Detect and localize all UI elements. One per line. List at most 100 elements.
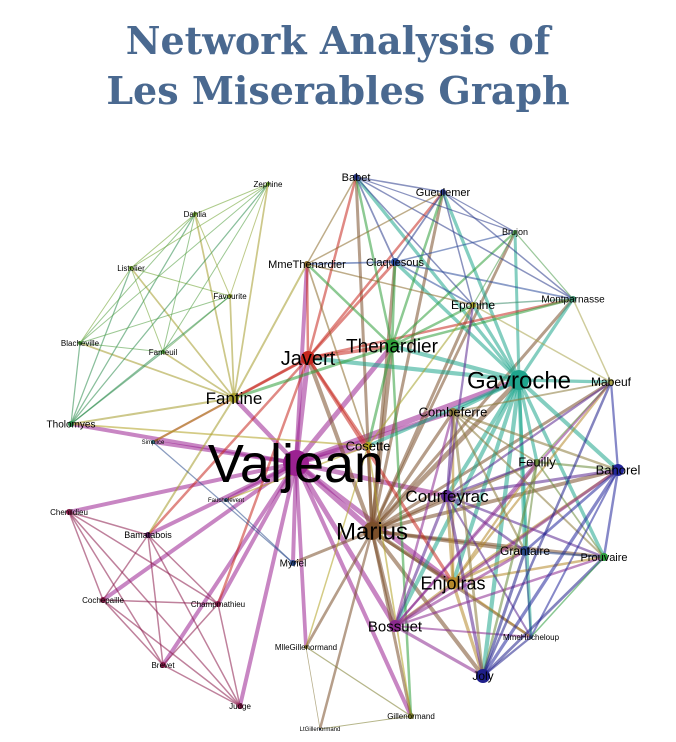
graph-edge-combeferre-joly — [451, 410, 485, 678]
graph-edge-thenardier-cosette — [366, 344, 394, 448]
graph-edge-fameuil-dahlia — [162, 213, 196, 353]
graph-label-combeferre: Combeferre — [419, 405, 488, 420]
graph-edge-fantine-bamatabois — [147, 397, 235, 536]
graph-edge-gillenormand-ltgillenormand — [319, 715, 412, 730]
graph-edge-fantine-listolier — [130, 267, 235, 399]
graph-edge-babet-claquesous — [355, 176, 396, 263]
graph-edge-claquesous-mmethenardier — [306, 261, 396, 265]
graph-node-combeferre — [449, 408, 457, 416]
graph-label-grantaire: Grantaire — [500, 544, 550, 558]
graph-edge-blacheville-dahlia — [79, 213, 196, 344]
graph-node-cosette — [364, 442, 372, 450]
graph-edge-javert-cosette — [306, 356, 370, 448]
graph-label-bossuet: Bossuet — [368, 618, 423, 635]
graph-node-prouvaire — [600, 553, 608, 561]
graph-edge-joly-mmehucheloup — [481, 635, 533, 678]
graph-node-listolier — [129, 266, 133, 270]
graph-node-mmehucheloup — [529, 635, 533, 639]
graph-edge-javert-babet — [306, 175, 358, 360]
graph-node-judge — [237, 703, 243, 709]
graph-label-thenardier: Thenardier — [346, 337, 439, 358]
graph-label-claquesous: Claquesous — [366, 257, 425, 269]
graph-node-joly — [476, 669, 490, 683]
graph-edge-gavroche-prouvaire — [517, 378, 606, 559]
graph-edge-babet-eponine — [355, 176, 474, 306]
graph-edge-marius-claquesous — [370, 260, 397, 533]
graph-label-simplice: Simplice — [142, 440, 165, 446]
graph-edge-gavroche-montparnasse — [517, 297, 575, 382]
graph-label-babet: Babet — [342, 172, 371, 184]
graph-node-champmathieu — [215, 601, 221, 607]
graph-nodes — [66, 174, 624, 730]
graph-edge-cochepaille-brevet — [102, 599, 164, 666]
graph-edge-cosette-mllegillenormand — [305, 445, 369, 648]
graph-edge-babet-montparnasse — [355, 176, 574, 300]
graph-edge-gavroche-brujon — [513, 230, 521, 382]
graph-edge-myriel-simplice — [152, 441, 294, 564]
graph-edge-gavroche-bahorel — [517, 378, 620, 472]
graph-edge-bahorel-prouvaire — [602, 468, 620, 559]
graph-edge-combeferre-feuilly — [452, 411, 538, 463]
graph-edge-montparnasse-eponine — [472, 298, 574, 306]
graph-edge-chenildieu-brevet — [68, 511, 164, 666]
graph-edge-marius-mabeuf — [370, 380, 613, 533]
graph-label-montparnasse: Montparnasse — [541, 295, 605, 306]
graph-label-cosette: Cosette — [346, 439, 391, 454]
graph-edge-listolier-blacheville — [79, 267, 132, 344]
graph-edge-gueulemer-brujon — [442, 191, 516, 233]
graph-edge-gavroche-feuilly — [517, 378, 539, 464]
graph-label-joly: Joly — [472, 669, 493, 683]
graph-edge-fantine-dahlia — [194, 213, 235, 399]
graph-edge-eponine-cosette — [367, 304, 474, 447]
graph-edge-combeferre-bahorel — [451, 410, 620, 472]
graph-edge-listolier-zephine — [130, 183, 269, 269]
graph-edge-cosette-gillenormand — [367, 445, 412, 717]
graph-edge-gueulemer-eponine — [442, 191, 474, 306]
graph-edge-chenildieu-cochepaille — [68, 511, 104, 601]
graph-edge-combeferre-grantaire — [451, 410, 527, 553]
graph-edge-fantine-favourite — [229, 295, 235, 399]
graph-label-javert: Javert — [281, 348, 336, 370]
graph-edge-myriel-fauchelevent — [225, 499, 294, 564]
graph-label-brevet: Brevet — [151, 661, 175, 670]
graph-edge-cochepaille-judge — [102, 599, 241, 707]
graph-label-fantine: Fantine — [206, 389, 263, 408]
graph-node-claquesous — [391, 258, 399, 266]
graph-label-dahlia: Dahlia — [184, 210, 207, 219]
graph-edge-feuilly-mabeuf — [536, 381, 612, 463]
graph-label-mmehucheloup: MmeHucheloup — [503, 633, 560, 642]
graph-edge-bossuet-grantaire — [393, 549, 527, 628]
graph-edge-joly-mabeuf — [481, 380, 613, 678]
graph-edge-mabeuf-eponine — [472, 304, 612, 383]
graph-edge-thenardier-eponine — [390, 303, 475, 348]
graph-node-fameuil — [161, 350, 165, 354]
graph-label-fauchelevent: Fauchelevent — [208, 498, 244, 504]
graph-edge-mabeuf-montparnasse — [572, 298, 612, 383]
graph-edge-listolier-dahlia — [130, 213, 196, 269]
graph-label-valjean: Valjean — [208, 434, 384, 494]
graph-node-gillenormand — [408, 713, 414, 719]
graph-edge-gavroche-mabeuf — [517, 378, 613, 384]
graph-edges — [67, 175, 620, 731]
graph-node-fantine — [229, 393, 239, 403]
graph-edge-marius-myriel — [291, 529, 374, 565]
graph-label-listolier: Listolier — [117, 264, 145, 273]
graph-edge-enjolras-joly — [451, 581, 485, 678]
graph-node-tholomyes — [68, 421, 74, 427]
graph-node-babet — [353, 174, 359, 180]
graph-edge-feuilly-joly — [481, 460, 539, 678]
graph-edge-bossuet-prouvaire — [393, 555, 606, 628]
graph-label-favourite: Favourite — [213, 292, 247, 301]
graph-edge-feuilly-bahorel — [535, 460, 620, 472]
graph-edge-thenardier-babet — [354, 175, 394, 348]
graph-edge-marius-combeferre — [370, 410, 455, 533]
graph-edge-fameuil-favourite — [162, 295, 231, 353]
graph-edge-champmathieu-cochepaille — [102, 599, 219, 605]
graph-node-brevet — [160, 662, 166, 668]
graph-edge-thenardier-brujon — [390, 230, 517, 348]
graph-edge-combeferre-prouvaire — [452, 411, 605, 558]
graph-edge-javert-montparnasse — [306, 297, 575, 360]
graph-edge-valjean-mllegillenormand — [294, 461, 308, 649]
graph-edge-blacheville-zephine — [79, 183, 269, 344]
graph-edge-judge-bamatabois — [147, 534, 241, 707]
